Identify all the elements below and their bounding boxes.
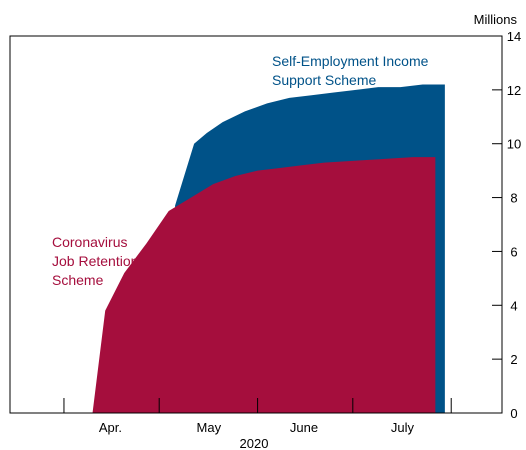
x-tick-label: July: [391, 420, 415, 435]
y-axis-unit: Millions: [474, 12, 518, 27]
y-tick-label: 12: [507, 83, 521, 98]
area-series-1: [92, 157, 436, 413]
y-tick-label: 10: [507, 137, 521, 152]
y-tick-label: 6: [510, 244, 517, 259]
y-tick-label: 8: [510, 191, 517, 206]
x-axis-label: 2020: [240, 436, 269, 450]
x-tick-label: Apr.: [99, 420, 122, 435]
y-tick-label: 0: [510, 406, 517, 421]
series-label-1: Scheme: [52, 272, 104, 288]
series-label-1: Job Retention: [52, 253, 138, 269]
y-tick-label: 14: [507, 29, 521, 44]
y-tick-label: 2: [510, 352, 517, 367]
series-labels: Coronavirus Job Retention Scheme Self-Emplo…: [52, 53, 429, 288]
x-axis: Apr. May June July: [63, 398, 452, 435]
x-tick-label: May: [197, 420, 222, 435]
y-axis: 0 2 4 6 8 10 12 14: [492, 29, 521, 421]
x-tick-label: June: [290, 420, 318, 435]
areas: [92, 84, 445, 413]
series-label-2: Self-Employment Income: [272, 53, 429, 69]
series-label-1: Coronavirus: [52, 234, 127, 250]
y-tick-label: 4: [510, 298, 517, 313]
series-label-2: Support Scheme: [272, 72, 376, 88]
plot-frame: [9, 35, 503, 414]
